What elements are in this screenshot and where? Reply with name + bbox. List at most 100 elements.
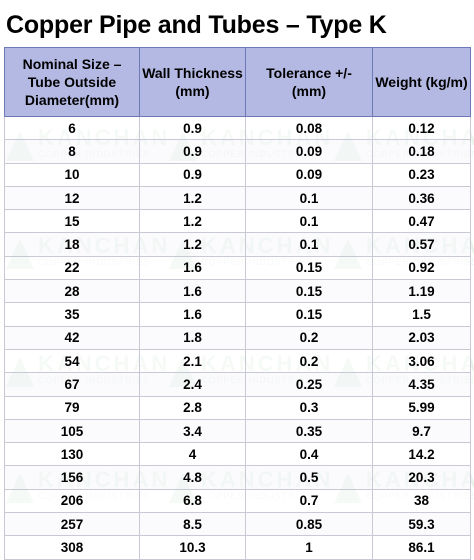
cell-nominal-size: 156	[4, 465, 140, 490]
table-row: 257 8.5 0.85 59.3	[4, 512, 471, 537]
cell-tolerance: 0.35	[245, 418, 373, 444]
cell-weight: 5.99	[372, 395, 471, 420]
table-row: 28 1.6 0.15 1.19	[4, 279, 471, 304]
cell-nominal-size: 15	[4, 209, 140, 234]
page-title: Copper Pipe and Tubes – Type K	[6, 11, 387, 39]
cell-nominal-size: 8	[4, 139, 140, 164]
cell-wall-thickness: 2.8	[139, 395, 246, 420]
table-row: 54 2.1 0.2 3.06	[4, 348, 471, 374]
cell-nominal-size: 42	[4, 325, 140, 350]
cell-wall-thickness: 0.9	[139, 139, 246, 164]
cell-nominal-size: 28	[4, 279, 140, 304]
cell-nominal-size: 35	[4, 302, 140, 327]
table-row: 35 1.6 0.15 1.5	[4, 302, 471, 327]
cell-nominal-size: 54	[4, 348, 140, 374]
cell-wall-thickness: 0.9	[139, 162, 246, 187]
cell-weight: 1.5	[372, 302, 471, 327]
table-row: 156 4.8 0.5 20.3	[4, 465, 471, 490]
cell-tolerance: 0.15	[245, 302, 373, 327]
cell-wall-thickness: 1.8	[139, 325, 246, 350]
cell-nominal-size: 130	[4, 442, 140, 467]
cell-tolerance: 0.09	[245, 162, 373, 187]
cell-weight: 1.19	[372, 279, 471, 304]
cell-nominal-size: 308	[4, 535, 140, 560]
cell-tolerance: 0.4	[245, 442, 373, 467]
cell-nominal-size: 6	[4, 115, 140, 141]
cell-weight: 0.36	[372, 185, 471, 211]
header-nominal-size: Nominal Size – Tube Outside Diameter(mm)	[4, 47, 140, 117]
table-row: 206 6.8 0.7 38	[4, 488, 471, 514]
cell-nominal-size: 10	[4, 162, 140, 187]
cell-tolerance: 0.3	[245, 395, 373, 420]
cell-wall-thickness: 10.3	[139, 535, 246, 560]
cell-tolerance: 0.15	[245, 255, 373, 281]
spec-table: Nominal Size – Tube Outside Diameter(mm)…	[4, 47, 471, 560]
cell-nominal-size: 18	[4, 232, 140, 257]
table-row: 67 2.4 0.25 4.35	[4, 372, 471, 397]
cell-tolerance: 0.1	[245, 185, 373, 211]
cell-weight: 3.06	[372, 348, 471, 374]
cell-wall-thickness: 1.2	[139, 209, 246, 234]
table-row: 18 1.2 0.1 0.57	[4, 232, 471, 257]
cell-wall-thickness: 4	[139, 442, 246, 467]
cell-wall-thickness: 1.6	[139, 302, 246, 327]
cell-wall-thickness: 6.8	[139, 488, 246, 514]
cell-nominal-size: 257	[4, 512, 140, 537]
table-row: 105 3.4 0.35 9.7	[4, 418, 471, 444]
cell-weight: 0.12	[372, 115, 471, 141]
cell-tolerance: 0.5	[245, 465, 373, 490]
cell-tolerance: 0.85	[245, 512, 373, 537]
cell-weight: 0.47	[372, 209, 471, 234]
header-row: Nominal Size – Tube Outside Diameter(mm)…	[4, 47, 471, 117]
cell-nominal-size: 105	[4, 418, 140, 444]
cell-wall-thickness: 0.9	[139, 115, 246, 141]
cell-weight: 0.92	[372, 255, 471, 281]
cell-weight: 2.03	[372, 325, 471, 350]
table-row: 22 1.6 0.15 0.92	[4, 255, 471, 281]
header-weight: Weight (kg/m)	[372, 47, 471, 117]
cell-weight: 0.57	[372, 232, 471, 257]
cell-tolerance: 0.7	[245, 488, 373, 514]
cell-tolerance: 0.08	[245, 115, 373, 141]
header-tolerance: Tolerance +/- (mm)	[245, 47, 373, 117]
cell-weight: 59.3	[372, 512, 471, 537]
cell-weight: 0.18	[372, 139, 471, 164]
cell-tolerance: 0.25	[245, 372, 373, 397]
cell-tolerance: 1	[245, 535, 373, 560]
cell-wall-thickness: 2.4	[139, 372, 246, 397]
cell-weight: 86.1	[372, 535, 471, 560]
cell-tolerance: 0.15	[245, 279, 373, 304]
cell-wall-thickness: 1.6	[139, 255, 246, 281]
cell-weight: 20.3	[372, 465, 471, 490]
cell-nominal-size: 67	[4, 372, 140, 397]
cell-nominal-size: 206	[4, 488, 140, 514]
table-row: 8 0.9 0.09 0.18	[4, 139, 471, 164]
table-row: 10 0.9 0.09 0.23	[4, 162, 471, 187]
table-row: 42 1.8 0.2 2.03	[4, 325, 471, 350]
table-body: 6 0.9 0.08 0.12 8 0.9 0.09 0.18 10 0.9 0.09 0.23 12 1…	[4, 115, 471, 560]
cell-tolerance: 0.2	[245, 325, 373, 350]
header-wall-thickness: Wall Thickness (mm)	[139, 47, 246, 117]
cell-wall-thickness: 1.2	[139, 232, 246, 257]
cell-weight: 14.2	[372, 442, 471, 467]
spec-table-container: KANCHAN COPPER INDUSTRIES KANCHAN COPPER…	[4, 47, 474, 560]
cell-nominal-size: 79	[4, 395, 140, 420]
cell-weight: 4.35	[372, 372, 471, 397]
cell-weight: 0.23	[372, 162, 471, 187]
cell-wall-thickness: 1.6	[139, 279, 246, 304]
cell-tolerance: 0.2	[245, 348, 373, 374]
table-row: 15 1.2 0.1 0.47	[4, 209, 471, 234]
cell-tolerance: 0.1	[245, 232, 373, 257]
cell-wall-thickness: 2.1	[139, 348, 246, 374]
cell-wall-thickness: 8.5	[139, 512, 246, 537]
cell-weight: 38	[372, 488, 471, 514]
table-row: 6 0.9 0.08 0.12	[4, 115, 471, 141]
cell-wall-thickness: 3.4	[139, 418, 246, 444]
cell-weight: 9.7	[372, 418, 471, 444]
cell-nominal-size: 12	[4, 185, 140, 211]
cell-tolerance: 0.09	[245, 139, 373, 164]
table-row: 308 10.3 1 86.1	[4, 535, 471, 560]
table-row: 79 2.8 0.3 5.99	[4, 395, 471, 420]
cell-tolerance: 0.1	[245, 209, 373, 234]
cell-wall-thickness: 1.2	[139, 185, 246, 211]
